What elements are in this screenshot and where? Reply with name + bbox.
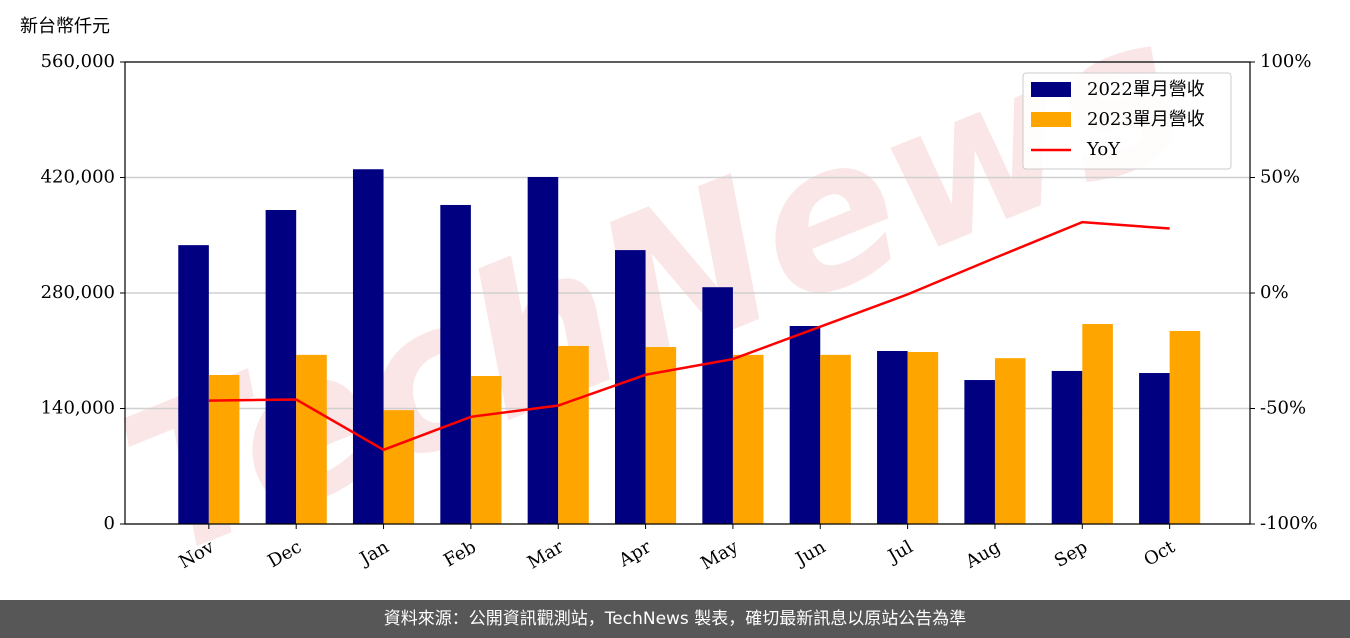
x-tick-label: Feb bbox=[440, 536, 480, 571]
plot-frame bbox=[124, 61, 1251, 525]
y-axis-label: 新台幣仟元 bbox=[20, 16, 110, 37]
legend-label: 2023單月營收 bbox=[1087, 109, 1205, 130]
bar bbox=[907, 351, 939, 524]
bar bbox=[1082, 324, 1113, 524]
x-tick-label: Jun bbox=[791, 536, 830, 571]
x-tick-label: Jan bbox=[355, 536, 393, 570]
bar bbox=[470, 375, 502, 524]
x-tick-label: Aug bbox=[961, 536, 1004, 573]
bar bbox=[994, 358, 1026, 524]
bar bbox=[615, 250, 646, 524]
y2-tick-label: 100% bbox=[1260, 51, 1311, 72]
line bbox=[208, 220, 1170, 452]
bar bbox=[208, 375, 240, 524]
legend-swatch bbox=[1031, 112, 1071, 127]
bar bbox=[440, 204, 471, 524]
bar bbox=[877, 350, 908, 524]
x-tick-label: May bbox=[697, 536, 742, 574]
bar bbox=[296, 354, 327, 524]
legend-box bbox=[1022, 72, 1232, 170]
bar bbox=[558, 345, 589, 524]
y2-tick-label: -50% bbox=[1260, 398, 1306, 419]
bar bbox=[964, 380, 995, 524]
bar bbox=[1169, 330, 1201, 524]
source-note: 資料來源：公開資訊觀測站，TechNews 製表，確切最新訊息以原站公告為準 bbox=[384, 609, 966, 629]
bar bbox=[178, 245, 209, 524]
legend-label: YoY bbox=[1086, 139, 1121, 160]
bar bbox=[820, 354, 851, 524]
bar bbox=[732, 354, 764, 524]
bar bbox=[1051, 370, 1083, 524]
bar bbox=[352, 169, 384, 524]
bar bbox=[527, 177, 559, 524]
y-tick-label: 280,000 bbox=[41, 282, 115, 303]
legend-swatch bbox=[1031, 82, 1071, 97]
y-tick-label: 0 bbox=[104, 513, 115, 534]
bar bbox=[789, 326, 821, 524]
x-tick-label: Jul bbox=[883, 536, 917, 568]
y-tick-label: 420,000 bbox=[41, 167, 115, 188]
bar bbox=[265, 210, 297, 524]
bar bbox=[1139, 373, 1170, 524]
footer-band bbox=[0, 600, 1350, 638]
x-tick-label: Oct bbox=[1140, 536, 1179, 571]
x-tick-label: Sep bbox=[1051, 536, 1091, 571]
bar bbox=[383, 410, 415, 524]
x-tick-label: Apr bbox=[615, 536, 655, 571]
bar bbox=[645, 347, 677, 524]
y-tick-label: 560,000 bbox=[41, 51, 115, 72]
y-tick-label: 140,000 bbox=[41, 398, 115, 419]
x-tick-label: Mar bbox=[524, 536, 568, 573]
y2-tick-label: -100% bbox=[1260, 513, 1318, 534]
y2-tick-label: 50% bbox=[1260, 167, 1300, 188]
bar bbox=[702, 287, 733, 524]
y2-tick-label: 0% bbox=[1260, 282, 1289, 303]
legend-label: 2022單月營收 bbox=[1087, 79, 1205, 100]
